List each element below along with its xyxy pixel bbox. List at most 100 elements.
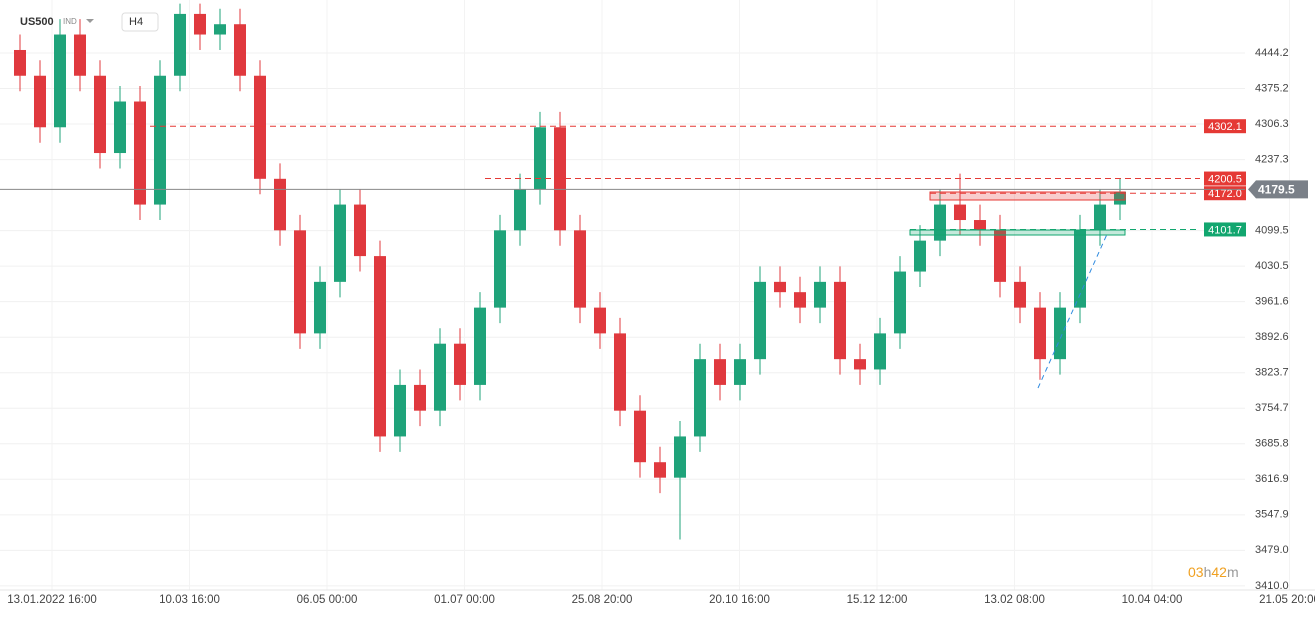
- candle-body: [534, 127, 546, 190]
- candle-body: [994, 230, 1006, 282]
- candle-body: [614, 333, 626, 411]
- y-tick-label: 4444.2: [1255, 47, 1289, 59]
- candle-body: [214, 24, 226, 35]
- candle-body: [394, 384, 406, 437]
- candle-body: [434, 343, 446, 411]
- y-tick-label: 4237.3: [1255, 153, 1289, 165]
- interval[interactable]: H4: [129, 16, 143, 28]
- candle-body: [354, 204, 366, 257]
- candle-body: [234, 24, 246, 76]
- candle-body: [1094, 204, 1106, 231]
- candle-body: [954, 204, 966, 221]
- candle-body: [1034, 307, 1046, 360]
- candle-body: [474, 307, 486, 385]
- support-zone: [909, 229, 1126, 236]
- x-tick-label: 10.04 04:00: [1122, 594, 1183, 606]
- candle-body: [374, 256, 386, 437]
- x-tick-label: 10.03 16:00: [159, 594, 220, 606]
- candle-body: [514, 189, 526, 231]
- x-tick-label: 20.10 16:00: [709, 594, 770, 606]
- price-level-tag: [1204, 119, 1246, 134]
- candle-body: [814, 281, 826, 308]
- candle-body: [1114, 191, 1126, 205]
- candle-body: [594, 307, 606, 334]
- candle-body: [1074, 230, 1086, 308]
- candle-body: [694, 359, 706, 437]
- y-tick-label: 3754.7: [1255, 402, 1289, 414]
- price-level-label: 4172.0: [1208, 188, 1242, 200]
- y-tick-label: 3961.6: [1255, 296, 1289, 308]
- price-level-label: 4302.1: [1208, 121, 1242, 133]
- candle-body: [914, 240, 926, 272]
- candle-body: [14, 49, 26, 76]
- candle-body: [274, 178, 286, 231]
- candle-body: [974, 220, 986, 231]
- candle-body: [894, 271, 906, 334]
- y-tick-label: 3892.6: [1255, 331, 1289, 343]
- candle-body: [674, 436, 686, 478]
- symbol[interactable]: US500: [20, 16, 54, 28]
- y-tick-label: 4375.2: [1255, 82, 1289, 94]
- y-tick-label: 4030.5: [1255, 260, 1289, 272]
- candle-body: [334, 204, 346, 282]
- candle-body: [94, 75, 106, 154]
- candle-body: [74, 34, 86, 76]
- candle-body: [1054, 307, 1066, 360]
- y-tick-label: 4099.5: [1255, 224, 1289, 236]
- resistance-zone: [929, 191, 1126, 201]
- y-tick-label: 3547.9: [1255, 509, 1289, 521]
- candle-body: [54, 34, 66, 128]
- x-tick-label: 15.12 12:00: [847, 594, 908, 606]
- candle-body: [414, 384, 426, 411]
- plot: [14, 3, 1126, 540]
- candle-body: [494, 230, 506, 308]
- price-level-label: 4101.7: [1208, 224, 1242, 236]
- y-tick-label: 3410.0: [1255, 580, 1289, 592]
- price-level-label: 4200.5: [1208, 173, 1242, 185]
- candle-body: [654, 462, 666, 478]
- candle-body: [874, 333, 886, 370]
- market: IND: [63, 17, 77, 26]
- candle-body: [174, 13, 186, 76]
- timer: 03h42m: [1188, 564, 1239, 580]
- candle-body: [254, 75, 266, 179]
- x-tick-label: 13.01.2022 16:00: [7, 594, 97, 606]
- candle-body: [754, 281, 766, 360]
- candle-body: [454, 343, 466, 385]
- last-price-tag: [1248, 180, 1308, 199]
- price-level-tag: [1204, 171, 1246, 186]
- candle-body: [774, 281, 786, 293]
- candle-body: [714, 359, 726, 385]
- dropdown-icon[interactable]: [86, 19, 94, 23]
- candle-body: [114, 101, 126, 154]
- y-tick-label: 3685.8: [1255, 438, 1289, 450]
- grid: [0, 0, 1315, 591]
- interval-button[interactable]: [121, 12, 159, 32]
- candle-body: [734, 359, 746, 385]
- candle-body: [1014, 281, 1026, 308]
- y-tick-label: 3479.0: [1255, 544, 1289, 556]
- candle-body: [134, 101, 146, 205]
- candle-body: [34, 75, 46, 128]
- trend-line: [1037, 231, 1109, 389]
- price-level-tag: [1204, 222, 1246, 237]
- candle-body: [574, 230, 586, 308]
- candle-body: [834, 281, 846, 360]
- candle-body: [194, 13, 206, 35]
- y-tick-label: 3616.9: [1255, 473, 1289, 485]
- x-tick-label: 13.02 08:00: [984, 594, 1045, 606]
- candle-body: [794, 292, 806, 308]
- y-tick-label: 4306.3: [1255, 118, 1289, 130]
- candle-body: [314, 281, 326, 334]
- candle-body: [154, 75, 166, 205]
- candle-body: [294, 230, 306, 334]
- x-tick-label: 21.05 20:00: [1259, 594, 1315, 606]
- x-tick-label: 25.08 20:00: [572, 594, 633, 606]
- candle-body: [934, 204, 946, 241]
- last-price-label: 4179.5: [1258, 183, 1295, 197]
- candle-body: [854, 359, 866, 370]
- y-tick-label: 3823.7: [1255, 367, 1289, 379]
- candle-body: [634, 410, 646, 463]
